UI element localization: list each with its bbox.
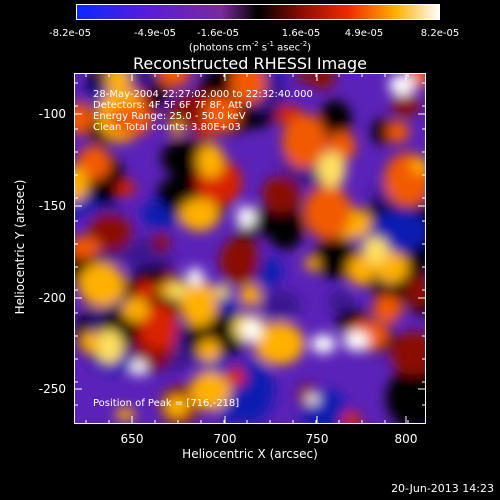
heatmap-blob [341,411,362,424]
heatmap-blob [304,185,352,239]
heatmap-blob [328,289,355,315]
heatmap-blob [186,267,204,286]
heatmap-blob [157,73,191,88]
heatmap-blob [243,319,261,343]
colorbar-tick: -1.6e-05 [197,28,239,39]
y-axis-label: Heliocentric Y (arcsec) [13,179,27,315]
heatmap-blob [122,297,150,322]
heatmap-plot [74,73,426,424]
heatmap-blob [203,95,240,132]
annotation-peak-position: Position of Peak = [716,-218] [93,398,240,409]
x-axis-label: Heliocentric X (arcsec) [182,447,318,461]
heatmap-blob [391,93,421,116]
colorbar-tick: -4.9e-05 [134,28,176,39]
x-tick-label: 700 [213,432,237,446]
heatmap-blob [152,232,171,253]
heatmap-blob [226,367,247,387]
colorbar-units: (photons cm-2 s-1 asec-2) [188,40,312,54]
heatmap-blob [257,256,283,288]
heatmap-blob [388,74,416,96]
heatmap-blob [311,334,336,354]
heatmap-blob [161,140,205,176]
annotation-detectors: Detectors: 4F 5F 6F 7F 8F, Att 0 [93,100,253,111]
heatmap-blob [230,73,267,104]
heatmap-blob [88,211,132,253]
heatmap-blob [405,275,426,308]
heatmap-blob [219,237,261,284]
heatmap-blob [362,236,389,264]
x-tick-label: 650 [120,432,144,446]
heatmap-blob [267,204,304,251]
heatmap-blob [139,303,178,350]
heatmap-blob [80,331,101,353]
colorbar-tick: 1.6e-05 [281,28,321,39]
heatmap-blob [371,118,392,145]
heatmap-blob [94,329,124,364]
heatmap-blob [104,73,131,92]
heatmap-blob [78,262,125,307]
heatmap-blob [197,143,225,178]
heatmap-blob [235,226,256,242]
heatmap-blob [385,366,426,424]
heatmap-blob [167,106,188,126]
colorbar-tick: -8.2e-05 [49,28,91,39]
annotation-time-range: 28-May-2004 22:27:02.000 to 22:32:40.000 [93,89,313,100]
heatmap-blob [305,394,320,405]
heatmap-blob [74,102,93,135]
heatmap-blob [253,322,305,365]
heatmap-blob [74,236,101,259]
heatmap-blob [165,281,187,300]
heatmap-blob [262,175,302,213]
heatmap-blob [170,120,184,135]
heatmap-blob [179,198,220,232]
x-tick-label: 750 [305,432,329,446]
colorbar-tick: 8.2e-05 [420,28,460,39]
heatmap-blob [115,180,136,197]
heatmap-blob [236,205,256,228]
heatmap-blob [373,294,402,323]
heatmap-blob [239,284,262,306]
heatmap-blob [77,145,111,181]
colorbar-tick: 4.9e-05 [344,28,384,39]
heatmap-blob [282,113,327,169]
colorbar [76,4,440,20]
plot-frame [74,73,426,424]
y-tick-label: -200 [38,291,66,305]
heatmap-blob [164,395,190,418]
heatmap-blob [215,285,231,298]
heatmap-blob [386,121,410,143]
heatmap-blob [157,285,171,296]
heatmap-blob [197,339,221,363]
x-tick-label: 800 [394,432,418,446]
heatmap-blob [347,254,375,286]
y-tick-label: -150 [38,199,66,213]
heatmap-blob [259,290,302,320]
heatmap-blob [115,407,135,422]
heatmap-blob [296,73,313,84]
y-tick-label: -250 [38,382,66,396]
heatmap-blob [389,331,426,376]
heatmap-blob [411,158,426,174]
y-tick-label: -100 [38,107,66,121]
heatmap-blob [319,99,352,139]
heatmap-blob [107,103,154,136]
heatmap-blob [180,281,218,327]
heatmap-blob [314,237,358,279]
heatmap-blob [130,359,147,376]
heatmap-blob [135,280,156,301]
annotation-energy-range: Energy Range: 25.0 - 50.0 keV [93,111,246,122]
heatmap-blob [343,331,370,351]
heatmap-blob [189,371,231,411]
annotation-clean-counts: Clean Total counts: 3.80E+03 [93,122,241,133]
heatmap-blob [304,257,320,271]
heatmap-blob [317,151,346,189]
footer-timestamp: 20-Jun-2013 14:23 [391,482,494,495]
chart-title: Reconstructed RHESSI Image [133,54,367,73]
